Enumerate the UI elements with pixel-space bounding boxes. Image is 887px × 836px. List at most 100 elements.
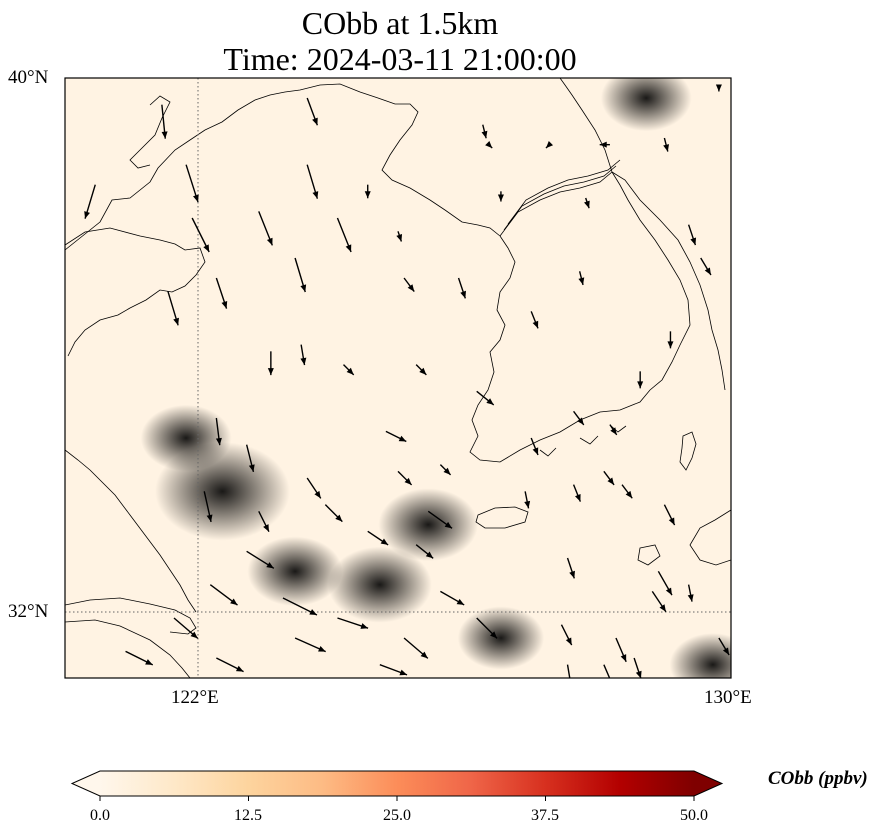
lon-tick-130: 130°E: [704, 687, 752, 708]
coastline-goto-islands: [637, 544, 661, 566]
colorbar: [70, 770, 724, 801]
map-title-line-1: CObb at 1.5km: [301, 5, 499, 41]
coastline-bohai-north: [65, 83, 501, 251]
wind-vector-54: [615, 637, 627, 663]
wind-vector-60: [573, 410, 585, 426]
wind-vector-10: [336, 217, 352, 253]
wind-vector-43: [396, 231, 403, 242]
map-frame: [64, 77, 732, 679]
colorbar-label: CObb (ppbv): [768, 768, 868, 789]
wind-vector-33: [397, 470, 413, 486]
wind-vector-29: [427, 510, 453, 529]
map-panel: [64, 77, 732, 718]
colorbar-ticks: [99, 796, 695, 801]
wind-vector-61: [609, 424, 618, 436]
wind-vector-73: [621, 484, 633, 499]
colorbar-tick-label-1: 12.5: [234, 807, 262, 824]
lon-tick-122: 122°E: [171, 687, 219, 708]
wind-vector-2: [84, 184, 96, 219]
co-hotspot-2: [327, 546, 432, 623]
wind-vector-36: [439, 464, 452, 476]
colorbar-extend-min: [72, 771, 100, 796]
wind-vector-72: [485, 140, 493, 149]
colorbar-tick-label-3: 37.5: [531, 807, 559, 824]
wind-vector-35: [385, 430, 407, 443]
wind-vector-38: [415, 364, 427, 376]
map-title-line-2: Time: 2024-03-11 21:00:00: [223, 41, 577, 77]
wind-vector-5: [215, 277, 228, 309]
wind-vector-31: [324, 504, 343, 523]
co-hotspot-7: [457, 606, 545, 670]
wind-vector-21: [125, 650, 154, 666]
wind-vector-18: [282, 597, 318, 616]
wind-vector-15: [203, 491, 213, 523]
korea-dmz-border-3: [507, 159, 621, 225]
wind-vector-28: [476, 617, 498, 639]
wind-vector-50: [560, 624, 573, 646]
coastline-korea-west: [469, 171, 691, 463]
wind-vector-52: [531, 698, 541, 718]
wind-vector-71: [700, 257, 712, 276]
co-hotspot-3: [378, 488, 479, 562]
wind-vector-8: [306, 164, 319, 199]
wind-vector-69: [599, 141, 610, 148]
wind-vector-76: [718, 637, 730, 656]
wind-vector-70: [715, 84, 722, 92]
wind-vector-22: [173, 617, 199, 639]
colorbar-tick-label-4: 50.0: [680, 807, 708, 824]
wind-vector-67: [663, 137, 670, 152]
wind-vector-30: [367, 530, 389, 546]
wind-vector-34: [415, 544, 434, 559]
coastline-layer: [65, 78, 731, 678]
wind-vector-20: [216, 657, 244, 673]
wind-vector-3: [191, 217, 210, 253]
coastline-jeju: [475, 506, 529, 529]
wind-vector-59: [651, 590, 667, 613]
coastline-yangtze-south: [65, 619, 191, 678]
co-hotspot-5: [600, 78, 692, 132]
lat-tick-40: 40°N: [8, 67, 49, 88]
wind-vector-26: [440, 590, 465, 606]
co-hotspot-1: [247, 536, 343, 607]
wind-vector-13: [215, 417, 222, 446]
coastline-korea-east: [611, 171, 726, 391]
wind-vector-16: [258, 511, 270, 533]
coastline-tsushima: [679, 431, 697, 471]
wind-vector-9: [294, 257, 307, 293]
coastline-jiangsu: [65, 449, 197, 613]
wind-vector-6: [258, 211, 273, 246]
wind-vector-48: [524, 491, 531, 509]
coastline-shandong: [65, 227, 206, 357]
wind-vector-57: [657, 570, 673, 596]
co-hotspot-4: [140, 404, 232, 472]
wind-vector-63: [687, 224, 697, 246]
wind-vector-45: [497, 191, 504, 202]
wind-vector-39: [343, 364, 355, 376]
wind-vector-75: [572, 484, 582, 502]
wind-vector-53: [603, 664, 611, 678]
coastline-nakdong-islands: [539, 424, 627, 457]
colorbar-tick-label-0: 0.0: [90, 807, 110, 824]
wind-vector-65: [578, 271, 585, 286]
wind-vector-12: [300, 344, 307, 366]
co-concentration-field: [140, 78, 731, 678]
wind-vector-17: [246, 550, 275, 569]
wind-vector-19: [294, 637, 326, 653]
wind-vector-56: [663, 504, 676, 526]
wind-vector-1: [185, 164, 199, 203]
coastline-kyushu: [689, 509, 731, 566]
wind-vector-32: [306, 477, 322, 499]
wind-vector-42: [364, 184, 371, 199]
wind-vector-74: [603, 470, 615, 486]
wind-vector-62: [637, 371, 644, 389]
colorbar-tick-label-2: 25.0: [383, 807, 411, 824]
wind-vector-layer: [84, 84, 730, 718]
coastline-liaodong-inner: [129, 95, 171, 169]
wind-vector-41: [457, 277, 467, 299]
wind-vector-46: [530, 311, 539, 329]
wind-vector-64: [667, 331, 674, 349]
wind-vector-14: [245, 444, 255, 473]
wind-vector-66: [584, 197, 590, 209]
wind-vector-7: [306, 97, 319, 126]
